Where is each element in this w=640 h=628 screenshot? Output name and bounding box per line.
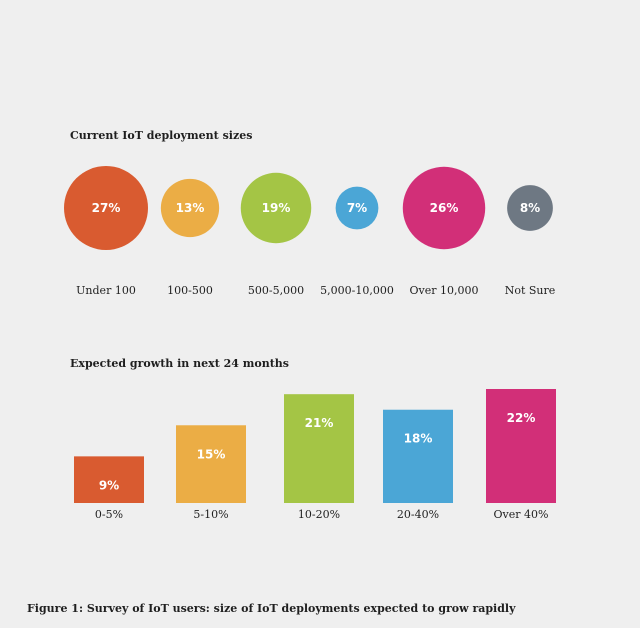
bar-chart-title: Expected growth in next 24 months <box>70 357 289 370</box>
bubble-4 <box>402 166 486 250</box>
bubble-category-label: 100-500 <box>167 284 213 297</box>
bar-category-label: 5-10% <box>193 508 228 521</box>
bar-value-label: 21% <box>305 416 334 430</box>
bubble-5 <box>507 185 553 231</box>
bar-category-label: Over 40% <box>494 508 549 521</box>
bar-2 <box>284 394 354 503</box>
bar-value-label: 15% <box>197 447 226 461</box>
bar-value-label: 18% <box>404 432 433 446</box>
bubble-chart-title: Current IoT deployment sizes <box>70 129 253 142</box>
bubble-category-label: Over 10,000 <box>410 284 479 297</box>
bar-1 <box>176 425 246 503</box>
bubble-2 <box>240 172 312 244</box>
bar-category-label: 10-20% <box>298 508 340 521</box>
bar-category-label: 20-40% <box>397 508 439 521</box>
bubble-category-label: 5,000-10,000 <box>320 284 394 297</box>
bar-value-label: 22% <box>507 411 536 425</box>
bubble-1 <box>160 178 220 238</box>
bubble-3 <box>335 186 379 230</box>
bubble-value-label: 26% <box>430 201 459 215</box>
bar-3 <box>383 409 453 503</box>
bar-4 <box>486 389 556 503</box>
bubble-value-label: 27% <box>92 201 121 215</box>
bubble-value-label: 19% <box>262 201 291 215</box>
bubble-category-label: 500-5,000 <box>248 284 304 297</box>
figure-caption: Figure 1: Survey of IoT users: size of I… <box>27 602 516 615</box>
bubble-value-label: 8% <box>520 201 540 215</box>
bubble-value-label: 13% <box>176 201 205 215</box>
bubble-category-label: Under 100 <box>76 284 136 297</box>
bar-category-label: 0-5% <box>95 508 123 521</box>
bar-value-label: 9% <box>99 478 119 492</box>
bar-chart: 9% 0-5% 15% 5-10% 21% 10-20% 18% 20-40% 22% Over … <box>74 389 556 521</box>
bubble-category-label: Not Sure <box>505 284 556 297</box>
bubble-value-label: 7% <box>347 201 367 215</box>
bar-0 <box>74 456 144 503</box>
bubble-0 <box>64 166 148 250</box>
bubble-chart: 27% Under 100 13% 100-500 19% 500-5,000 7% 5,00… <box>64 166 556 297</box>
